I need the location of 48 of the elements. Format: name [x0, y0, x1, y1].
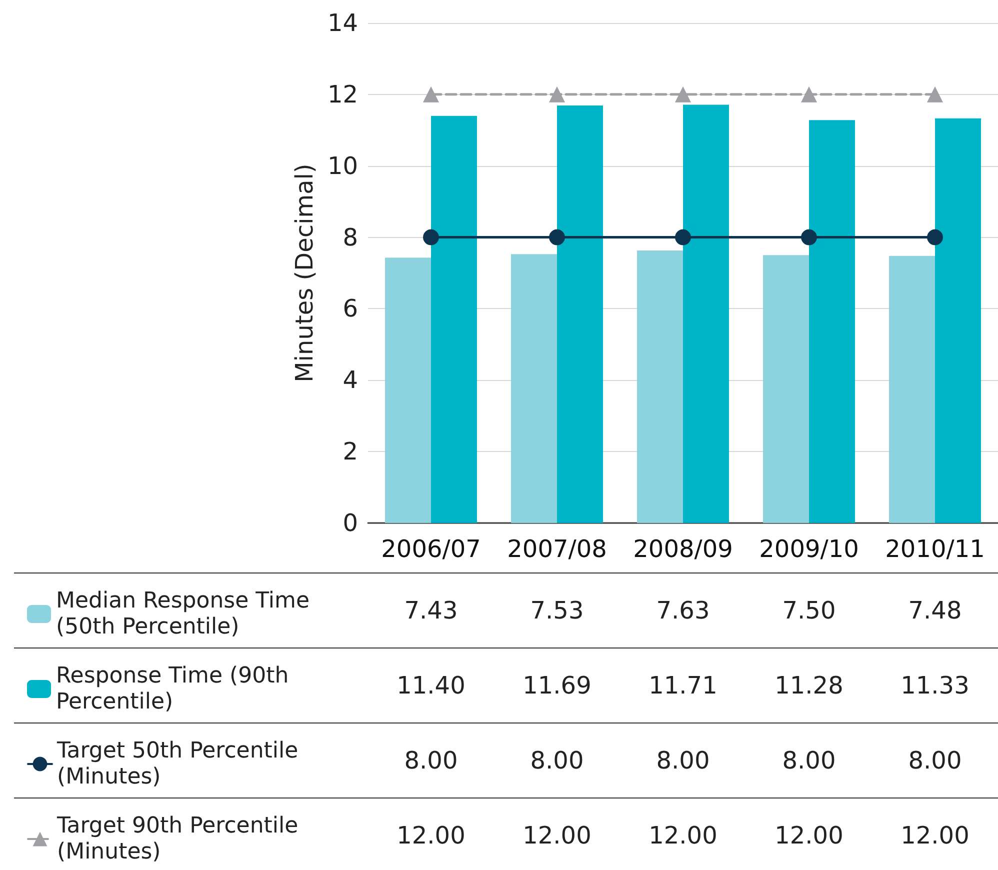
bar: [889, 256, 935, 523]
bar: [935, 118, 981, 523]
bar: [385, 258, 431, 523]
data-label: 11.71: [648, 672, 718, 700]
data-label: 11.28: [774, 672, 844, 700]
legend-label: Median Response Time (50th Percentile): [56, 588, 316, 640]
data-label: 7.43: [404, 596, 458, 624]
x-tick-label: 2006/07: [381, 535, 481, 563]
data-label: 8.00: [656, 746, 710, 774]
bar: [557, 106, 603, 523]
data-label: 11.33: [900, 672, 970, 700]
data-label: 12.00: [522, 822, 592, 850]
y-tick-label: 12: [327, 80, 358, 108]
x-tick-label: 2007/08: [507, 535, 607, 563]
data-label: 11.69: [522, 672, 592, 700]
data-label: 12.00: [396, 822, 466, 850]
data-label: 12.00: [648, 822, 718, 850]
data-label: 8.00: [782, 746, 836, 774]
legend-label: Target 50th Percentile (Minutes): [56, 738, 306, 790]
data-label: 7.53: [530, 596, 584, 624]
legend-label: Target 90th Percentile (Minutes): [56, 814, 306, 864]
data-label: 8.00: [530, 746, 584, 774]
data-label: 7.48: [908, 596, 962, 624]
y-tick-label: 10: [327, 152, 358, 180]
data-label: 7.63: [656, 596, 710, 624]
data-label: 8.00: [908, 746, 962, 774]
y-tick-label: 2: [342, 438, 358, 466]
y-tick-label: 6: [342, 294, 358, 323]
y-tick-label: 14: [327, 9, 358, 37]
y-tick-label: 8: [342, 223, 358, 252]
bar: [511, 254, 557, 523]
legend-label: Response Time (90th Percentile): [56, 664, 296, 714]
x-tick-label: 2009/10: [759, 535, 859, 563]
data-label: 8.00: [404, 746, 458, 774]
bar: [809, 120, 855, 523]
bar: [637, 250, 683, 523]
bar: [431, 116, 477, 523]
y-axis-title: Minutes (Decimal): [290, 164, 319, 382]
data-label: 12.00: [774, 822, 844, 850]
bar: [683, 104, 729, 523]
y-tick-label: 0: [342, 509, 358, 537]
bar: [763, 255, 809, 523]
x-tick-label: 2010/11: [885, 535, 985, 563]
data-label: 11.40: [396, 672, 466, 700]
data-label: 7.50: [782, 596, 836, 624]
x-tick-label: 2008/09: [633, 535, 733, 563]
data-label: 12.00: [900, 822, 970, 850]
y-tick-label: 4: [342, 366, 358, 394]
